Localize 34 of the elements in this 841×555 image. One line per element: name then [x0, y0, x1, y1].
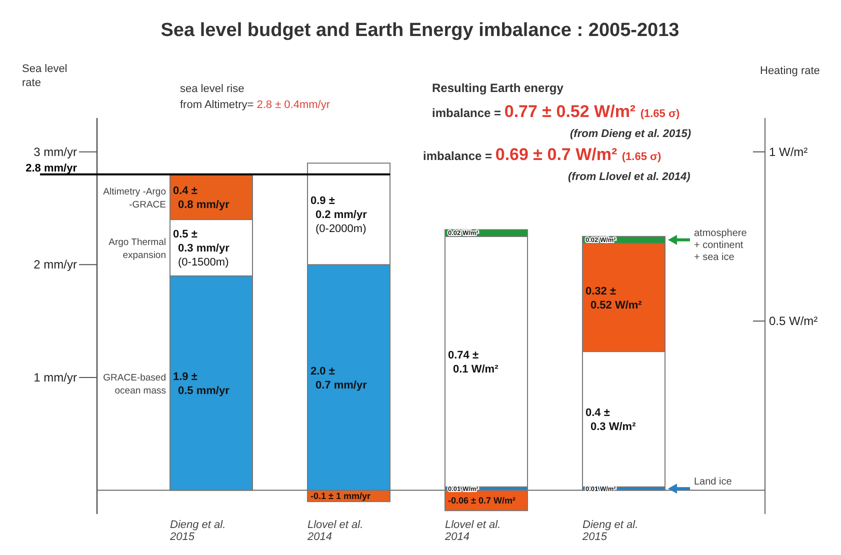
- x-tick-label: Dieng et al. 2015: [169, 519, 226, 543]
- x-tick-label: Llovel et al. 2014: [306, 519, 364, 543]
- x-tick-label: Llovel et al. 2014: [444, 519, 501, 543]
- y2-tick-label: 1 W/m²: [769, 144, 808, 159]
- y-axis-title: Sea level rate: [22, 63, 68, 89]
- data-label: 0.74 ± 0.1 W/m²: [448, 350, 499, 376]
- data-label: -0.1 ± 1 mm/yr: [310, 490, 371, 501]
- text: Resulting Earth energy: [432, 81, 564, 95]
- annotation: (from Llovel et al. 2014): [568, 171, 691, 183]
- series-label: Argo Thermal expansion: [108, 237, 166, 262]
- data-label: 0.32 ± 0.52 W/m²: [586, 285, 642, 312]
- data-label: 0.5 ± 0.3 mm/yr (0-1500m): [173, 228, 230, 269]
- data-label: 0.4 ± 0.3 W/m²: [586, 407, 636, 434]
- series-label: GRACE-based ocean mass: [103, 372, 166, 397]
- annotation: imbalance = 0.69 ± 0.7 W/m² (1.65 σ): [423, 145, 662, 164]
- chart-title: Sea level budget and Earth Energy imbalance : 2005-2013: [160, 20, 680, 41]
- annotation: imbalance = 0.77 ± 0.52 W/m² (1.65 σ): [432, 102, 680, 121]
- data-label: -0.06 ± 0.7 W/m²: [448, 495, 516, 506]
- data-label: 2.0 ± 0.7 mm/yr: [310, 365, 368, 392]
- y-tick-label: 3 mm/yr: [34, 144, 77, 159]
- legend-label: Land ice: [694, 476, 732, 488]
- y2-axis-title: Heating rate: [760, 65, 820, 77]
- ref-line-label: 2.8 mm/yr: [26, 162, 78, 174]
- legend-label: atmosphere + continent + sea ice: [694, 228, 748, 263]
- data-label: 0.4 ± 0.8 mm/yr: [173, 184, 230, 211]
- y-tick-label: 2 mm/yr: [34, 258, 77, 272]
- annotation: (from Dieng et al. 2015): [570, 128, 692, 140]
- y2-tick-label: 0.5 W/m²: [769, 314, 818, 328]
- x-tick-label: Dieng et al. 2015: [582, 519, 638, 543]
- text: sea level rise from Altimetry= 2.8 ± 0.4mm/yr: [180, 83, 330, 111]
- data-label: 1.9 ± 0.5 mm/yr: [173, 371, 230, 398]
- data-label: 0.9 ± 0.2 mm/yr (0-2000m): [310, 194, 368, 235]
- y-tick-label: 1 mm/yr: [34, 370, 77, 384]
- series-label: Altimetry -Argo -GRACE: [103, 186, 166, 210]
